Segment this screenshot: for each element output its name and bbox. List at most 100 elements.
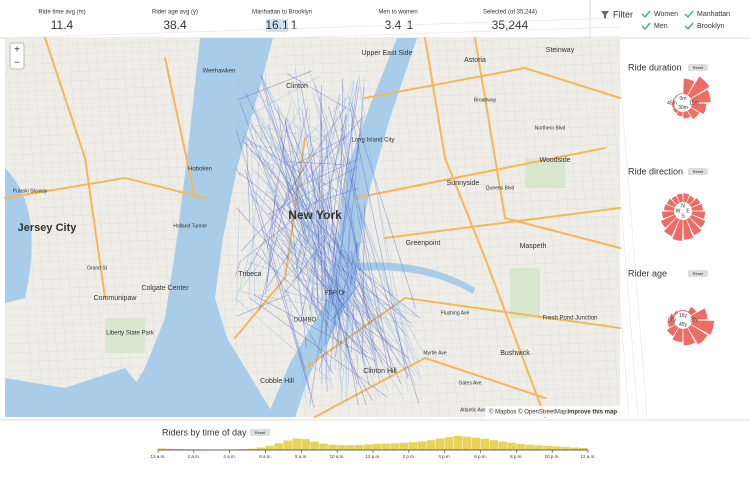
ride-line [292, 109, 304, 209]
time-bar [444, 437, 454, 450]
attribution-bg [485, 406, 620, 417]
radial-label: W [676, 208, 681, 214]
street [4, 143, 621, 165]
checkmark[interactable] [684, 10, 694, 19]
filter-option[interactable]: Brooklyn [697, 23, 724, 30]
ride-line [236, 205, 240, 307]
ride-line [330, 275, 398, 345]
reset-label[interactable]: Reset [255, 430, 266, 435]
filter-option[interactable]: Women [654, 11, 678, 18]
reset-badge[interactable] [250, 429, 270, 436]
ride-line [314, 245, 361, 310]
stat-label: Manhattan to Brooklyn [252, 10, 312, 16]
zoom-in[interactable]: + [14, 45, 20, 56]
time-bar [256, 447, 266, 450]
map-label: Communipaw [94, 295, 138, 302]
ride-line [267, 166, 358, 216]
ride-line [324, 298, 409, 358]
ride-line [335, 204, 360, 244]
checkmark[interactable] [641, 22, 651, 31]
street [310, 37, 342, 418]
time-bar [453, 436, 463, 450]
street [4, 107, 621, 129]
ride-line [309, 166, 402, 385]
radial-bar [687, 107, 700, 120]
filter-option[interactable]: Manhattan [697, 11, 730, 18]
reset-badge[interactable] [688, 64, 708, 71]
ride-line [270, 198, 328, 266]
filter-option[interactable]: Men [654, 23, 668, 30]
radial-bar [678, 309, 683, 313]
time-bar [175, 449, 185, 450]
map-label: Flushing Ave [441, 310, 470, 316]
ride-line [260, 73, 341, 225]
ride-line [249, 297, 388, 398]
radial-bar [676, 193, 683, 203]
ride-line [239, 172, 420, 319]
checkmark[interactable] [684, 22, 694, 31]
zoom-out[interactable]: − [14, 58, 20, 69]
time-bar [561, 446, 570, 450]
map-label: Clinton Hill [363, 368, 397, 375]
ride-line [280, 248, 308, 405]
ride-line [264, 69, 275, 180]
panel-title: Ride direction [628, 166, 683, 176]
street [4, 215, 621, 237]
ride-line [308, 237, 333, 329]
map-label: Steinway [546, 47, 575, 54]
reset-badge[interactable] [688, 270, 708, 277]
ride-line [327, 112, 348, 256]
ride-line [277, 95, 350, 167]
radial-bar [683, 110, 691, 119]
radial-label: 0m [680, 96, 687, 102]
time-bar [498, 441, 507, 450]
map-label: FDR Dr [325, 291, 345, 297]
time-bar [364, 444, 373, 450]
ride-line [337, 165, 352, 242]
ride-line [253, 294, 377, 362]
hackensack [5, 168, 32, 303]
street [85, 37, 117, 418]
radial-label: 30m [678, 105, 688, 111]
time-bar [238, 449, 248, 450]
ride-line [245, 91, 418, 375]
time-bar [355, 444, 364, 450]
radial-bar [672, 107, 679, 114]
map: New York Jersey City Hoboken Weehawken Upper… [4, 17, 648, 418]
radial-label: 15m [689, 100, 699, 106]
ride-line [291, 157, 362, 191]
reset-label[interactable]: Reset [693, 65, 704, 70]
time-bar [337, 445, 346, 450]
improve-link[interactable]: Improve this map [567, 410, 617, 416]
radial-label: 15y [679, 313, 688, 319]
reset-label[interactable]: Reset [693, 271, 704, 276]
time-bar [435, 438, 445, 450]
street [121, 37, 153, 418]
street [571, 37, 603, 418]
street [616, 37, 648, 418]
time-bar [516, 443, 525, 450]
map-label: Holland Tunnel [173, 223, 206, 229]
radial-bar [660, 214, 677, 228]
street [40, 37, 72, 418]
street [589, 37, 621, 418]
radial-bar [666, 198, 677, 208]
ride-line [324, 82, 358, 345]
map-label: Cobble Hill [260, 378, 294, 385]
ride-line [309, 86, 360, 407]
reset-badge[interactable] [688, 168, 708, 175]
reset-label[interactable]: Reset [693, 169, 704, 174]
ride-line [296, 199, 313, 229]
ride-line [234, 297, 331, 382]
map-label: Fresh Pond Junction [542, 316, 597, 322]
ride-line [242, 292, 306, 305]
street [4, 80, 621, 102]
ride-line [317, 278, 421, 319]
map-label: Long Island City [351, 138, 394, 144]
radial-bar [676, 110, 683, 117]
x-tick-label: 10 p.m. [545, 454, 560, 459]
radial-label: 30y [690, 317, 699, 323]
checkmark[interactable] [641, 10, 651, 19]
radial-bar [690, 89, 711, 103]
radial-bar [671, 195, 680, 205]
